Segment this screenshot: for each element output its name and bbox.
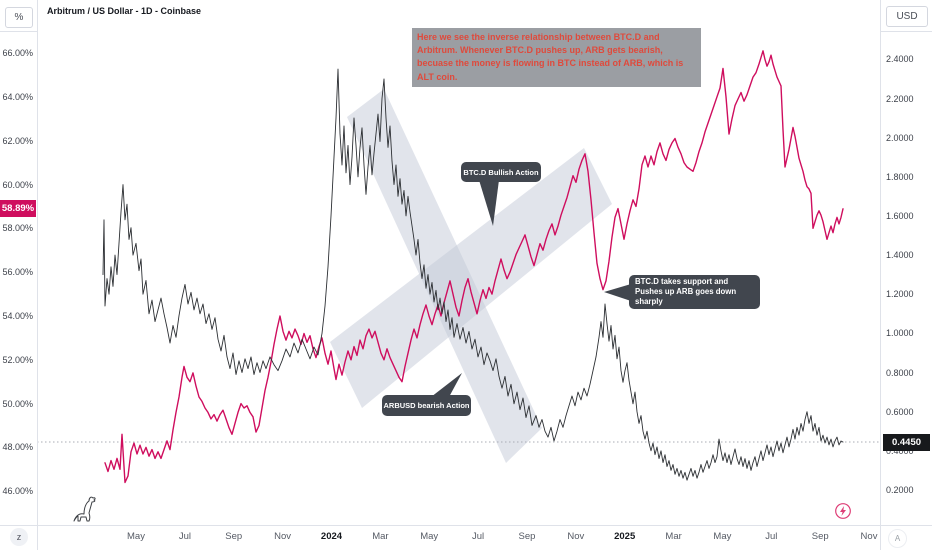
axis-tick-label: 50.00% bbox=[2, 398, 33, 409]
note-line: Here we see the inverse relationship bet… bbox=[417, 32, 660, 42]
right-axis-unit-button[interactable]: USD bbox=[886, 6, 928, 27]
axis-tick-label: 58.00% bbox=[2, 223, 33, 234]
axis-tick-label: 1.0000 bbox=[886, 328, 914, 339]
axis-tick-label: 2025 bbox=[614, 531, 636, 542]
axis-tick-label: 60.00% bbox=[2, 179, 33, 190]
axis-tick-label: 0.8000 bbox=[886, 367, 914, 378]
axis-tick-label: Mar bbox=[372, 531, 389, 542]
axis-tick-label: 1.6000 bbox=[886, 210, 914, 221]
callout-tail-bearish bbox=[431, 373, 462, 397]
axis-tick-label: 48.00% bbox=[2, 442, 33, 453]
callout-arbusd-bearish-action[interactable]: ARBUSD bearish Action bbox=[382, 395, 471, 416]
axis-tick-label: 1.4000 bbox=[886, 250, 914, 261]
note-line: ALT coin. bbox=[417, 71, 458, 82]
callout-tail-bullish bbox=[479, 180, 499, 226]
axis-tick-label: 66.00% bbox=[2, 48, 33, 58]
axis-tick-label: 2.4000 bbox=[886, 54, 914, 65]
axis-tick-label: Sep bbox=[518, 531, 536, 542]
axis-tick-label: 56.00% bbox=[2, 267, 33, 278]
left-axis-unit-button[interactable]: % bbox=[5, 7, 33, 28]
axis-tick-label: 64.00% bbox=[2, 91, 33, 102]
note-line: becuase the money is flowing in BTC inst… bbox=[417, 58, 684, 69]
lightning-icon[interactable] bbox=[834, 502, 852, 525]
axis-tick-label: 0.6000 bbox=[886, 406, 914, 417]
axis-tick-label: Sep bbox=[225, 531, 243, 542]
axis-tick-label: 2.2000 bbox=[886, 93, 914, 104]
axis-tick-label: Sep bbox=[811, 531, 829, 542]
left-axis-divider bbox=[37, 0, 38, 550]
axis-tick-label: 46.00% bbox=[2, 486, 33, 497]
axis-tick-label: Mar bbox=[665, 531, 682, 542]
axis-tick-label: 2.0000 bbox=[886, 132, 914, 143]
axis-tick-label: 1.2000 bbox=[886, 289, 914, 300]
callout-tail-support bbox=[604, 284, 631, 301]
timezone-button[interactable]: z bbox=[10, 528, 28, 546]
time-axis-divider[interactable] bbox=[0, 525, 932, 526]
axis-tick-label: May bbox=[127, 531, 145, 542]
right-axis-header-divider bbox=[880, 31, 932, 32]
symbol-title[interactable]: Arbitrum / US Dollar - 1D - Coinbase bbox=[47, 6, 202, 16]
btcd-bullish-band[interactable] bbox=[330, 148, 612, 408]
axis-tick-label: Jul bbox=[178, 531, 191, 542]
axis-tick-label: Nov bbox=[567, 531, 585, 542]
axis-tick-label: Nov bbox=[860, 531, 878, 542]
dinosaur-doodle-icon[interactable] bbox=[70, 494, 104, 529]
axis-tick-label: May bbox=[420, 531, 439, 542]
axis-tick-label: 0.4000 bbox=[886, 445, 914, 456]
axis-tick-label: 62.00% bbox=[2, 135, 33, 146]
left-axis-header-divider bbox=[0, 31, 37, 32]
auto-scale-button[interactable]: A bbox=[888, 529, 907, 548]
btc.d-line[interactable] bbox=[104, 50, 844, 484]
axis-tick-label: Nov bbox=[274, 531, 292, 542]
btcd-last-price-badge: 58.89% bbox=[0, 200, 36, 218]
note-line: Arbitrum. Whenever BTC.D pushes up, ARB … bbox=[417, 45, 663, 56]
arbusd-last-price-badge: 0.4450 bbox=[883, 433, 930, 451]
analysis-note[interactable]: Here we see the inverse relationship bet… bbox=[412, 28, 701, 87]
axis-tick-label: 54.00% bbox=[2, 311, 33, 321]
axis-tick-label: Jul bbox=[472, 531, 485, 542]
callout-btcd-takes-support[interactable]: BTC.D takes support and Pushes up ARB go… bbox=[629, 275, 760, 309]
axis-tick-label: May bbox=[713, 531, 732, 542]
right-axis-divider[interactable] bbox=[880, 0, 881, 550]
axis-tick-label: Jul bbox=[765, 531, 778, 542]
arbusd-line[interactable] bbox=[102, 68, 844, 481]
callout-btcd-bullish-action[interactable]: BTC.D Bullish Action bbox=[461, 162, 541, 182]
axis-tick-label: 2024 bbox=[320, 531, 343, 542]
axis-tick-label: 52.00% bbox=[2, 354, 33, 365]
axis-tick-label: 1.8000 bbox=[886, 171, 914, 182]
axis-tick-label: 0.2000 bbox=[886, 485, 914, 495]
